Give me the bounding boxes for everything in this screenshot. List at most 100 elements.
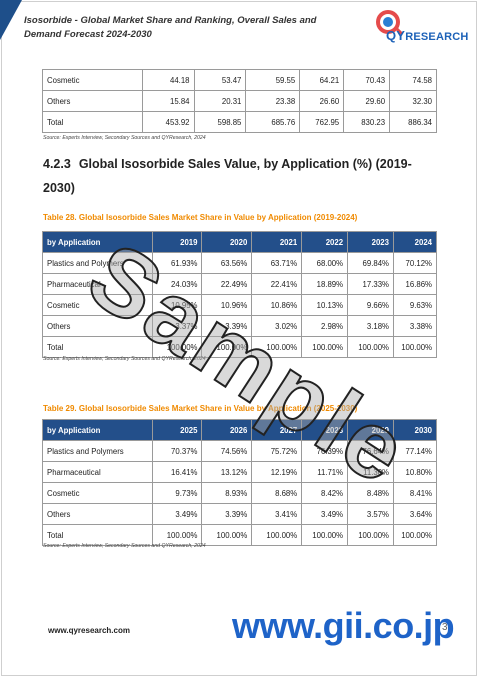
cell-value: 830.23 [343,111,391,133]
cell-value: 26.60 [299,90,345,112]
table-row: Total 100.00% 100.00% 100.00% 100.00% 100.00%… [42,524,438,546]
corner-ribbon [0,0,22,40]
table-row: Total 100.00% 100.00% 100.00% 100.00% 100.00%… [42,336,438,358]
table-row: Pharmaceutical 16.41% 13.12% 12.19% 11.71% 11… [42,461,438,483]
gii-watermark: www.gii.co.jp [232,605,455,646]
column-header-year: 2023 [347,231,394,253]
cell-value: 18.89% [301,273,349,295]
cell-value: 3.41% [251,503,303,525]
cell-value: 74.58 [389,69,437,91]
column-header-year: 2021 [251,231,303,253]
cell-value: 17.33% [347,273,394,295]
cell-value: 20.31 [193,90,247,112]
cell-value: 100.00% [201,336,253,358]
cell-value: 3.39% [201,503,253,525]
cell-value: 10.80% [392,461,438,483]
table-top-source: Source: Experts Interview, Secondary Sou… [43,135,206,141]
cell-value: 10.13% [301,294,349,316]
column-header-year: 2019 [151,231,203,253]
cell-value: 100.00% [151,524,203,546]
cell-value: 9.73% [151,482,203,504]
row-label: Plastics and Polymers [42,440,153,462]
table-row: Others 3.49% 3.39% 3.41% 3.49% 3.57% 3.64% [42,503,438,525]
table-row: Plastics and Polymers 70.37% 74.56% 75.72% 7… [42,440,438,462]
column-header-year: 2022 [301,231,349,253]
cell-value: 74.56% [201,440,253,462]
cell-value: 886.34 [389,111,437,133]
cell-value: 3.18% [347,315,394,337]
cell-value: 70.43 [343,69,391,91]
row-label: Total [42,111,143,133]
table-28-header-row: by Application 2019 2020 2021 2022 2023 2024 [42,231,438,253]
table-29-header-row: by Application 2025 2026 2027 2028 2029 2030 [42,419,438,441]
logo-qy: QY [386,28,406,43]
cell-value: 9.66% [347,294,394,316]
cell-value: 100.00% [392,524,438,546]
document-header-title: Isosorbide - Global Market Share and Ran… [24,15,317,40]
cell-value: 8.41% [392,482,438,504]
column-header-year: 2025 [151,419,203,441]
row-label: Cosmetic [42,482,153,504]
row-label: Others [42,503,153,525]
cell-value: 8.68% [251,482,303,504]
cell-value: 64.21 [299,69,345,91]
cell-value: 100.00% [151,336,203,358]
table-29-caption: Table 29. Global Isosorbide Sales Market… [43,404,358,413]
cell-value: 2.98% [301,315,349,337]
table-row: Cosmetic 44.18 53.47 59.55 64.21 70.43 74.58 [42,69,437,91]
cell-value: 100.00% [251,524,303,546]
table-29: by Application 2025 2026 2027 2028 2029 2030 P… [42,419,438,546]
section-title: Global Isosorbide Sales Value, by Applic… [43,157,412,195]
cell-value: 29.60 [343,90,391,112]
cell-value: 16.41% [151,461,203,483]
cell-value: 70.37% [151,440,203,462]
cell-value: 23.38 [245,90,301,112]
cell-value: 15.84 [141,90,195,112]
sales-value-table-continued: Cosmetic 44.18 53.47 59.55 64.21 70.43 74.58 Ot… [42,69,437,133]
table-29-body: Plastics and Polymers 70.37% 74.56% 75.72% 7… [42,440,438,546]
section-heading: 4.2.3 Global Isosorbide Sales Value, by A… [43,152,443,200]
row-label: Pharmaceutical [42,461,153,483]
row-label: Others [42,90,143,112]
cell-value: 3.49% [301,503,349,525]
table-top-body: Cosmetic 44.18 53.47 59.55 64.21 70.43 74.58 Ot… [42,69,437,133]
cell-value: 3.57% [347,503,394,525]
cell-value: 100.00% [201,524,253,546]
column-header-application: by Application [42,419,153,441]
cell-value: 100.00% [392,336,438,358]
column-header-year: 2029 [347,419,394,441]
table-28: by Application 2019 2020 2021 2022 2023 2024 P… [42,231,438,358]
qyresearch-logo-text: QYRESEARCH [386,28,469,43]
cell-value: 453.92 [141,111,195,133]
cell-value: 100.00% [347,524,394,546]
cell-value: 685.76 [245,111,301,133]
cell-value: 100.00% [347,336,394,358]
cell-value: 63.56% [201,252,253,274]
row-label: Total [42,336,153,358]
qyresearch-logo-icon [376,10,404,36]
cell-value: 13.12% [201,461,253,483]
cell-value: 63.71% [251,252,303,274]
logo-research: RESEARCH [405,31,469,43]
cell-value: 44.18 [141,69,195,91]
cell-value: 70.12% [392,252,438,274]
row-label: Cosmetic [42,69,143,91]
table-row: Plastics and Polymers 61.93% 63.56% 63.71% 6… [42,252,438,274]
table-28-caption: Table 28. Global Isosorbide Sales Market… [43,213,358,222]
cell-value: 598.85 [193,111,247,133]
cell-value: 32.30 [389,90,437,112]
cell-value: 53.47 [193,69,247,91]
cell-value: 3.49% [151,503,203,525]
table-row: Others 15.84 20.31 23.38 26.60 29.60 32.30 [42,90,437,112]
table-row: Total 453.92 598.85 685.76 762.95 830.23 886.3… [42,111,437,133]
cell-value: 8.93% [201,482,253,504]
cell-value: 16.86% [392,273,438,295]
table-row: Pharmaceutical 24.03% 22.49% 22.41% 18.89% 17… [42,273,438,295]
table-29-source: Source: Experts Interview, Secondary Sou… [43,543,206,549]
column-header-year: 2024 [392,231,438,253]
cell-value: 69.84% [347,252,394,274]
table-28-body: Plastics and Polymers 61.93% 63.56% 63.71% 6… [42,252,438,358]
cell-value: 9.63% [392,294,438,316]
column-header-year: 2026 [201,419,253,441]
